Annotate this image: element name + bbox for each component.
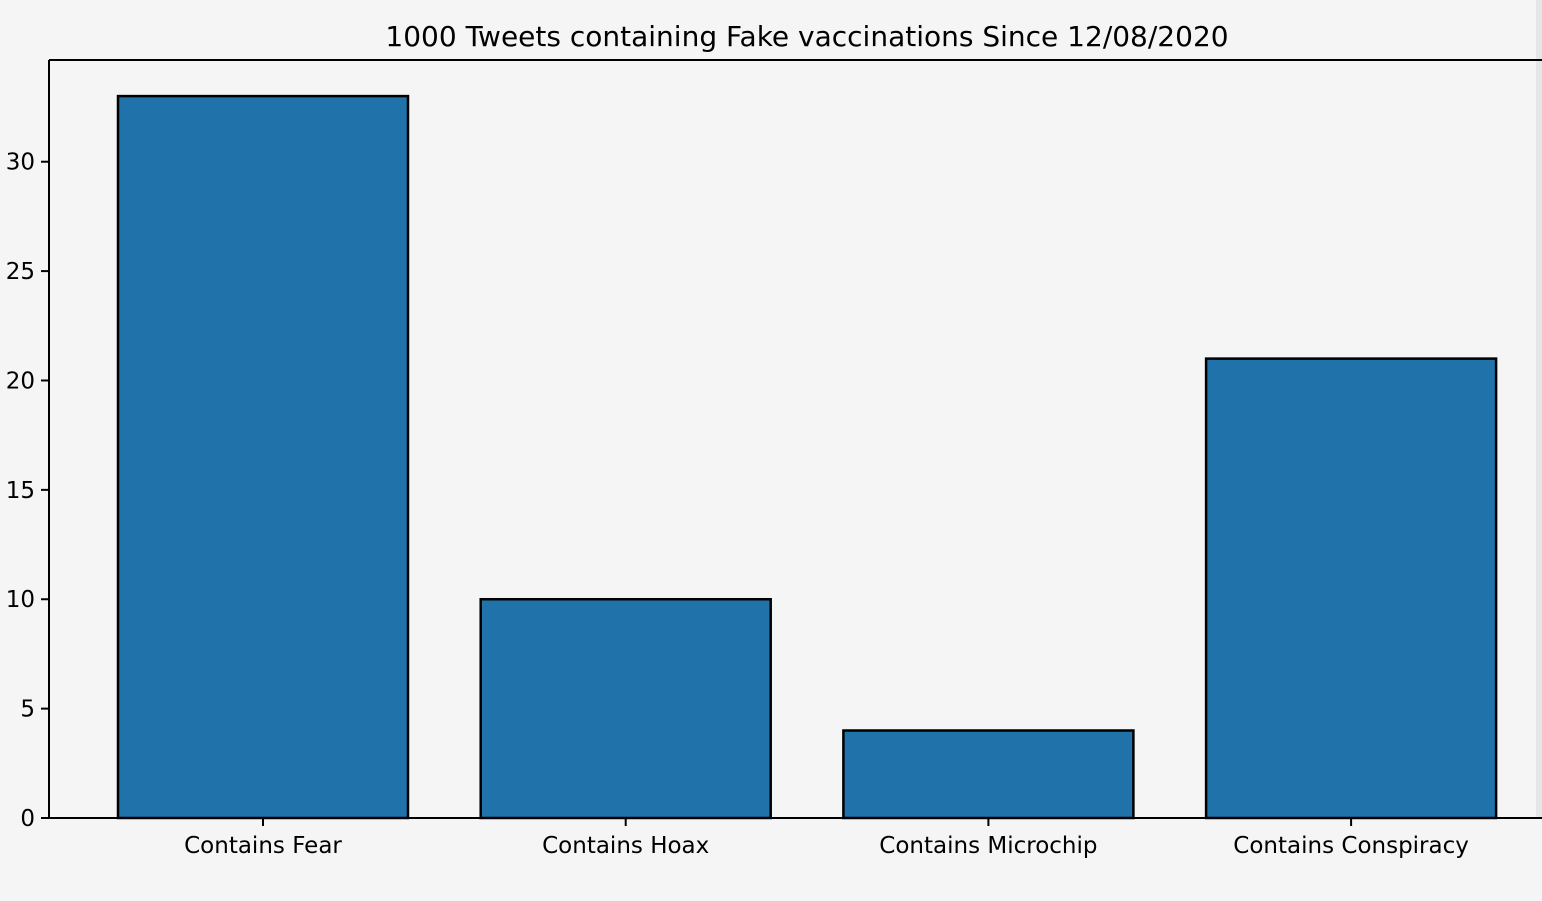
x-tick-label: Contains Conspiracy — [1233, 833, 1469, 859]
y-tick-label: 10 — [6, 587, 35, 613]
y-tick-label: 0 — [20, 806, 35, 832]
x-tick-label: Contains Microchip — [879, 833, 1097, 859]
bar-contains-hoax — [479, 597, 772, 820]
y-tick-label: 30 — [6, 150, 35, 176]
axes-layer: Contains Fear Contains Hoax Contains Micro… — [6, 0, 1542, 859]
bars-layer — [116, 94, 1498, 820]
y-tick-label: 20 — [6, 368, 35, 394]
bar-contains-conspiracy — [1204, 357, 1498, 820]
right-edge-strip — [1536, 0, 1542, 818]
bar-contains-microchip — [842, 729, 1135, 820]
y-tick-label: 25 — [6, 259, 35, 285]
x-tick-label: Contains Hoax — [542, 833, 709, 859]
x-tick-label: Contains Fear — [184, 833, 342, 859]
chart-title: 1000 Tweets containing Fake vaccinations… — [385, 20, 1228, 53]
y-tick-label: 15 — [6, 478, 35, 504]
bar-contains-fear — [116, 94, 410, 820]
y-tick-label: 5 — [20, 697, 35, 723]
